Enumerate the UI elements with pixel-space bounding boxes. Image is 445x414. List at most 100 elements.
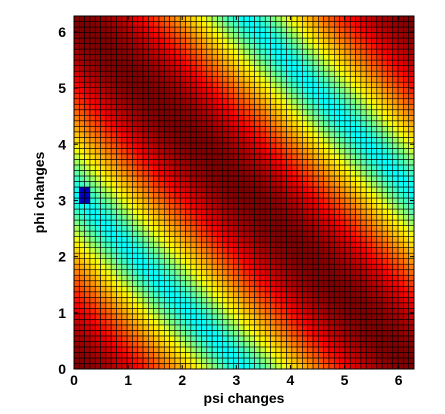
heatmap-cell [356,49,361,55]
heatmap-cell [196,181,201,187]
heatmap-cell [101,286,106,292]
heatmap-cell [143,16,148,22]
heatmap-cell [271,154,276,160]
heatmap-cell [334,347,339,353]
heatmap-cell [223,170,228,176]
heatmap-cell [170,93,175,99]
heatmap-cell [302,325,307,331]
heatmap-cell [127,314,132,320]
heatmap-cell [117,93,122,99]
heatmap-cell [377,104,382,110]
heatmap-cell [90,66,95,72]
heatmap-cell [409,209,414,215]
heatmap-cell [228,44,233,50]
heatmap-cell [329,66,334,72]
heatmap-cell [350,264,355,270]
heatmap-cell [223,181,228,187]
heatmap-cell [281,55,286,61]
heatmap-cell [170,71,175,77]
heatmap-cell [143,49,148,55]
heatmap-cell [154,292,159,298]
heatmap-cell [313,270,318,276]
heatmap-cell [260,248,265,254]
heatmap-cell [180,187,185,193]
heatmap-cell [255,110,260,116]
heatmap-cell [265,253,270,259]
heatmap-cell [111,242,116,248]
heatmap-cell [255,126,260,132]
heatmap-cell [329,220,334,226]
heatmap-cell [287,297,292,303]
heatmap-cell [95,27,100,33]
heatmap-cell [154,22,159,28]
heatmap-cell [228,325,233,331]
heatmap-cell [265,165,270,171]
heatmap-cell [382,154,387,160]
heatmap-cell [255,231,260,237]
heatmap-cell [79,242,84,248]
heatmap-cell [350,281,355,287]
heatmap-cell [287,170,292,176]
heatmap-cell [180,248,185,254]
heatmap-cell [186,270,191,276]
heatmap-cell [143,363,148,369]
heatmap-cell [202,49,207,55]
heatmap-cell [79,22,84,28]
heatmap-cell [106,259,111,265]
heatmap-cell [164,231,169,237]
heatmap-cell [409,259,414,265]
heatmap-cell [132,264,137,270]
heatmap-cell [154,44,159,50]
heatmap-cell [393,71,398,77]
heatmap-cell [356,231,361,237]
heatmap-cell [138,341,143,347]
heatmap-cell [175,55,180,61]
heatmap-cell [329,314,334,320]
heatmap-cell [340,82,345,88]
heatmap-cell [85,170,90,176]
heatmap-cell [85,352,90,358]
heatmap-cell [387,176,392,182]
heatmap-cell [132,99,137,105]
heatmap-cell [292,292,297,298]
heatmap-cell [207,352,212,358]
heatmap-cell [138,77,143,83]
heatmap-cell [287,60,292,66]
heatmap-cell [90,325,95,331]
heatmap-cell [334,38,339,44]
heatmap-cell [223,33,228,39]
heatmap-cell [324,314,329,320]
heatmap-cell [334,110,339,116]
heatmap-cell [398,193,403,199]
heatmap-cell [148,303,153,309]
heatmap-cell [345,110,350,116]
heatmap-cell [276,347,281,353]
heatmap-cell [95,66,100,72]
heatmap-cell [260,204,265,210]
heatmap-cell [154,88,159,94]
heatmap-cell [393,215,398,221]
heatmap-cell [79,33,84,39]
heatmap-cell [329,77,334,83]
heatmap-cell [260,303,265,309]
heatmap-cell [170,126,175,132]
heatmap-cell [148,181,153,187]
heatmap-cell [409,215,414,221]
heatmap-cell [313,303,318,309]
heatmap-cell [95,55,100,61]
heatmap-cell [223,248,228,254]
heatmap-cell [287,204,292,210]
heatmap-cell [164,264,169,270]
heatmap-cell [340,165,345,171]
heatmap-cell [122,330,127,336]
heatmap-cell [191,110,196,116]
heatmap-cell [148,22,153,28]
heatmap-cell [207,198,212,204]
heatmap-cell [318,99,323,105]
heatmap-cell [111,121,116,127]
heatmap-cell [207,330,212,336]
heatmap-cell [287,314,292,320]
heatmap-cell [329,137,334,143]
heatmap-cell [122,314,127,320]
heatmap-cell [340,341,345,347]
